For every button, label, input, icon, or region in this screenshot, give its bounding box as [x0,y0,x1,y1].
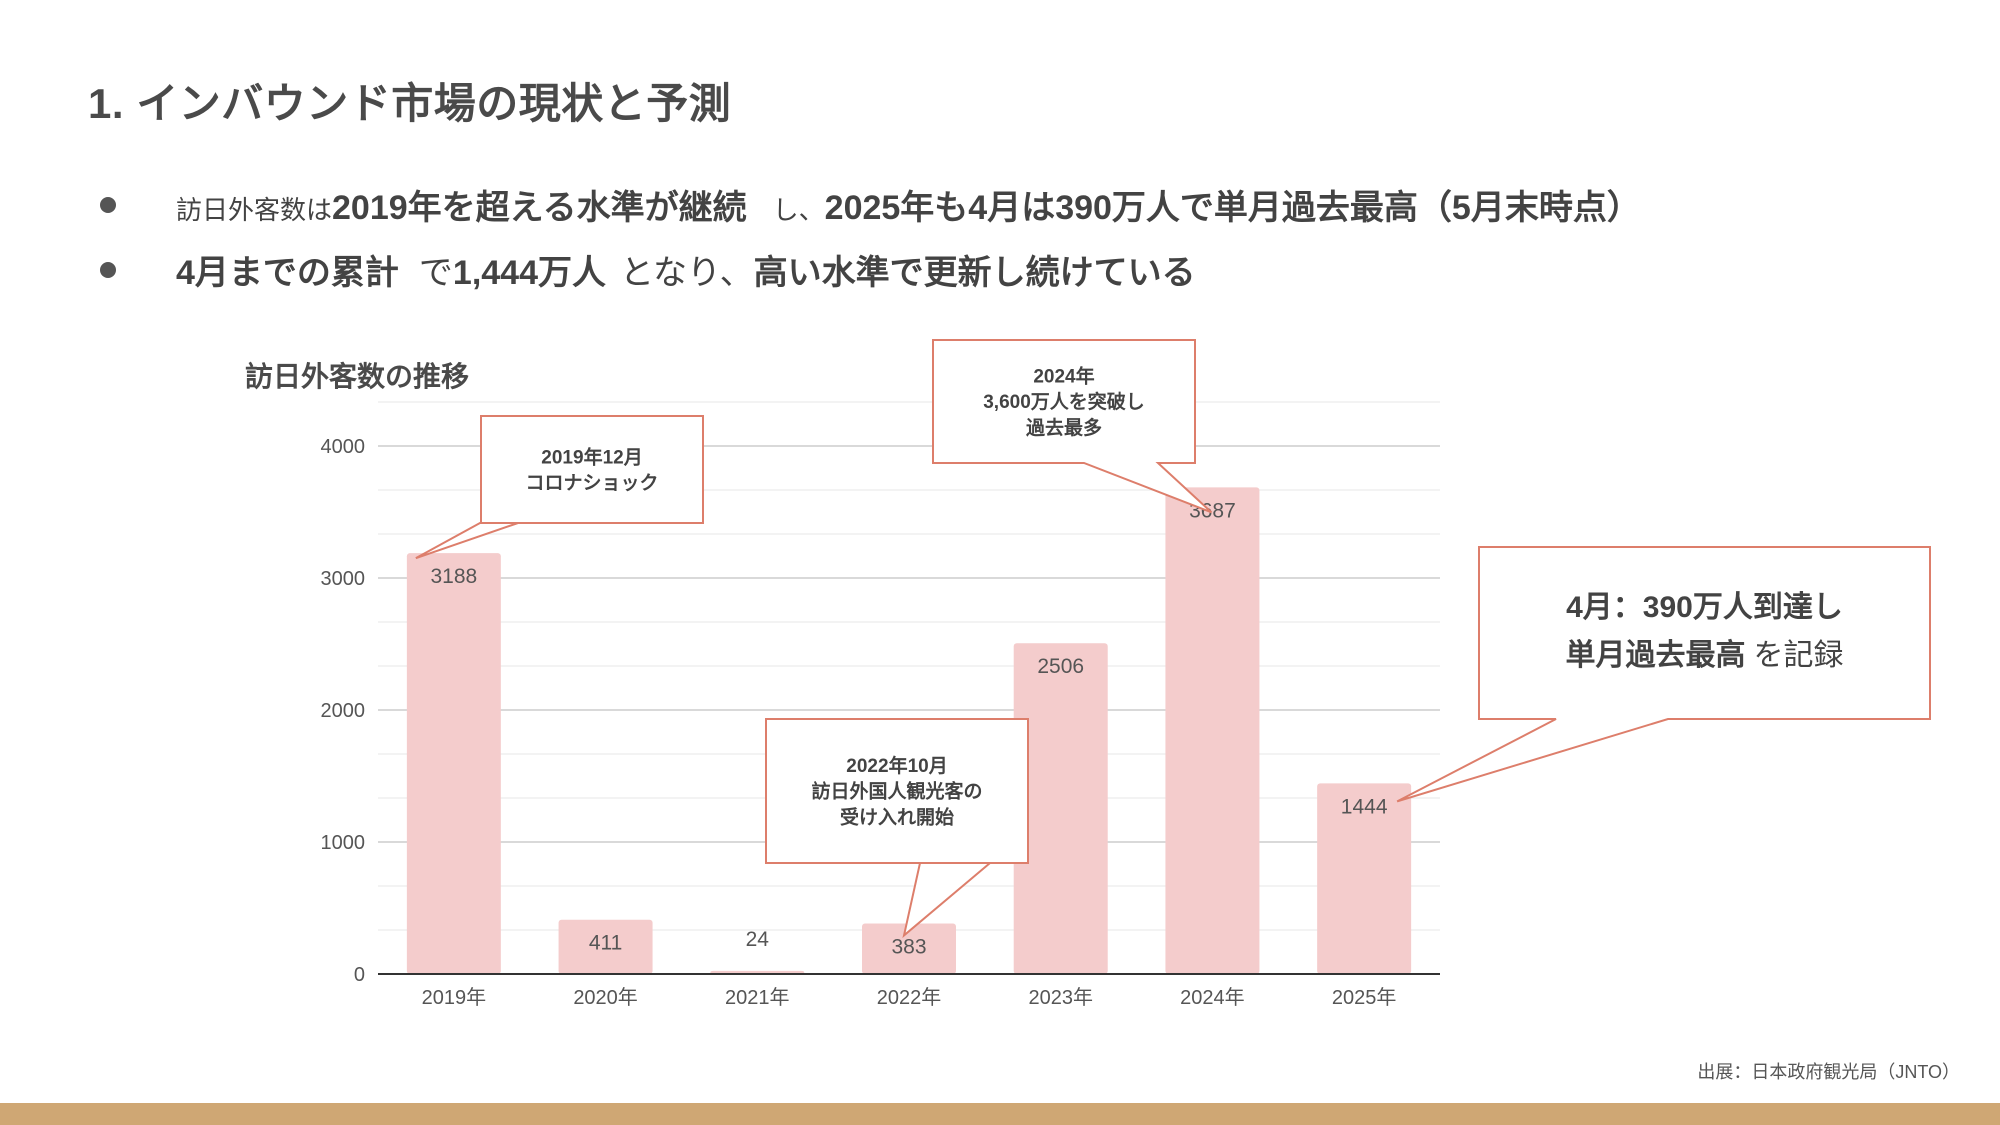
callout-text-normal: を記録 [1754,639,1844,672]
x-tick-label: 2025年 [1332,986,1397,1009]
source-note: 出展：日本政府観光局（JNTO） [1697,1062,1960,1082]
bullet-dot [100,262,116,278]
x-tick-label: 2023年 [1028,986,1093,1009]
bar [406,553,501,974]
bar [1317,783,1412,974]
bar-value-label: 383 [891,935,926,958]
bullet-1-text-a: 訪日外客数は [176,195,333,225]
bar-value-label: 2506 [1037,655,1084,678]
callout-text: 2022年10月 [846,754,947,777]
y-tick-label: 3000 [321,568,366,590]
x-tick-label: 2022年 [877,986,942,1009]
callout-april-2025 [1396,546,1931,803]
callout-text: 2024年 [1033,365,1094,388]
y-tick-label: 0 [354,964,365,986]
callout-text: 単月過去最高 を記録 [1566,639,1844,672]
callout-reopening [765,718,1029,939]
callout-text: 訪日外国人観光客の [811,780,982,803]
bar-value-label: 24 [746,928,770,951]
bar [862,923,956,974]
footer-bar [0,1103,2000,1125]
slide-title: 1. インバウンド市場の現状と予測 [88,80,732,127]
callout-text-bold: 単月過去最高 [1566,639,1746,672]
bar [558,919,653,974]
bullet-1: 訪日外客数は 2019年を超える水準が継続 し、 2025年も4月は390万人で単月過… [100,180,1641,229]
bullet-2-text-d: となり、 [620,254,754,292]
bullet-2-text-b: で [418,254,453,292]
bullet-2: 4月までの累計で 1,444万人 となり、 高い水準で更新し続けている [100,245,1196,294]
callout-record-2024 [932,339,1213,514]
bullet-2-text-c: 1,444万人 [452,254,607,292]
y-tick-label: 1000 [321,832,366,854]
callout-text: 4月：390万人到達し [1566,591,1843,624]
callout-covid [415,415,704,560]
callout-text: 受け入れ開始 [840,805,954,828]
bar [1165,487,1260,974]
callout-text: コロナショック [525,472,658,494]
bullet-2-text-e: 高い水準で更新し続けている [753,254,1196,292]
bar [1013,643,1108,974]
x-tick-label: 2021年 [725,986,790,1009]
bar-value-label: 411 [589,932,622,955]
y-tick-label: 2000 [321,700,366,722]
x-tick-label: 2019年 [422,986,487,1009]
callout-text: 3,600万人を突破し [983,390,1145,413]
chart-title: 訪日外客数の推移 [245,361,470,392]
bullet-1-text-d: 2025年も4月は390万人で単月過去最高（5月末時点） [824,189,1641,227]
bullet-1-text-c: し、 [772,195,825,225]
bar-value-label: 3188 [430,565,477,588]
bar-value-label: 1444 [1341,795,1388,818]
bullet-dot [100,197,116,213]
y-tick-label: 4000 [321,436,366,458]
bullet-1-text-b: 2019年を超える水準が継続 [332,189,747,227]
callout-text: 2019年12月 [541,445,642,468]
callout-text: 過去最多 [1026,416,1102,439]
bullet-2-text-a: 4月までの累計 [176,254,399,292]
x-tick-label: 2024年 [1180,986,1245,1009]
x-tick-label: 2020年 [573,986,638,1009]
